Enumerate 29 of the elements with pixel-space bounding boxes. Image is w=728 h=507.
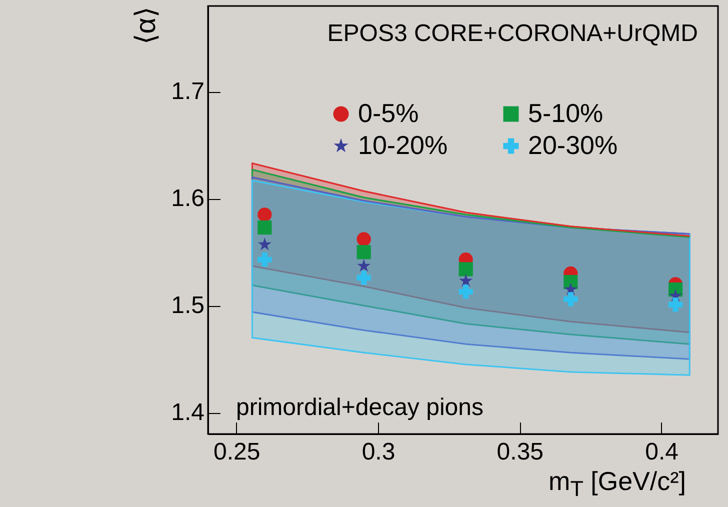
x-tick-label: 0.4 [645,438,679,466]
point [668,297,683,312]
point [356,232,371,246]
point [458,262,473,276]
point [564,292,578,306]
point [258,252,272,267]
legend-label: 0-5% [358,98,419,128]
y-axis-title: ⟨α⟩ [130,6,162,45]
point [356,270,371,285]
legend-label: 20-30% [528,130,618,160]
y-tick-label: 1.6 [171,185,204,212]
y-tick-label: 1.5 [171,292,204,320]
legend-label: 10-20% [358,130,448,160]
point [356,245,371,260]
x-tick-label: 0.25 [213,438,260,466]
point [258,238,272,250]
point [258,220,272,235]
point [459,274,473,287]
point [458,284,473,299]
annotation: primordial+decay pions [236,394,484,421]
legend-label: 5-10% [528,98,604,128]
point [258,208,272,222]
text: EPOS3 CORE+CORONA+UrQMD [327,20,698,47]
point [357,258,371,272]
x-tick-label: 0.3 [362,438,396,466]
x-tick-label: 0.35 [496,438,544,466]
y-tick-label: 1.4 [171,399,204,426]
x-axis-title: m$_{T}$ [GeV/c²] [548,466,686,502]
y-tick-label: 1.7 [171,78,204,106]
